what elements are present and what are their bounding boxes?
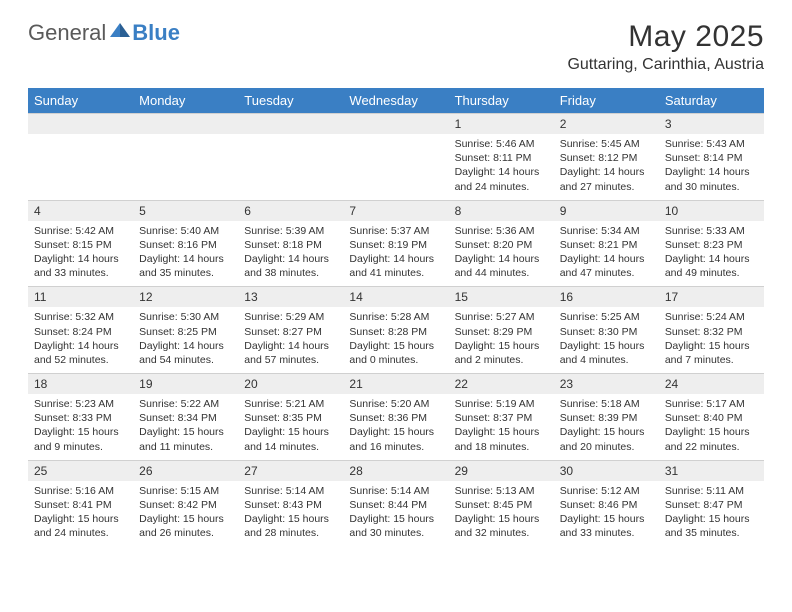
title-block: May 2025 Guttaring, Carinthia, Austria: [567, 20, 764, 74]
day-data-cell: Sunrise: 5:34 AMSunset: 8:21 PMDaylight:…: [554, 221, 659, 287]
day-data-cell: Sunrise: 5:15 AMSunset: 8:42 PMDaylight:…: [133, 481, 238, 547]
day-data-row: Sunrise: 5:23 AMSunset: 8:33 PMDaylight:…: [28, 394, 764, 460]
brand-logo: General Blue: [28, 20, 180, 46]
day-data-row: Sunrise: 5:42 AMSunset: 8:15 PMDaylight:…: [28, 221, 764, 287]
day-number-cell: 19: [133, 374, 238, 395]
day-number-cell: 28: [343, 460, 448, 481]
day-of-week-header: Sunday: [28, 88, 133, 114]
day-number-cell: 21: [343, 374, 448, 395]
location-label: Guttaring, Carinthia, Austria: [567, 56, 764, 74]
day-number-cell: 14: [343, 287, 448, 308]
day-data-cell: Sunrise: 5:30 AMSunset: 8:25 PMDaylight:…: [133, 307, 238, 373]
day-number-cell: 17: [659, 287, 764, 308]
day-number-cell: 31: [659, 460, 764, 481]
day-data-cell: Sunrise: 5:36 AMSunset: 8:20 PMDaylight:…: [449, 221, 554, 287]
day-number-cell: 2: [554, 114, 659, 135]
day-number-cell: 7: [343, 200, 448, 221]
day-data-cell: [238, 134, 343, 200]
day-number-cell: 15: [449, 287, 554, 308]
day-data-cell: Sunrise: 5:20 AMSunset: 8:36 PMDaylight:…: [343, 394, 448, 460]
day-of-week-header: Thursday: [449, 88, 554, 114]
day-number-cell: 10: [659, 200, 764, 221]
day-data-cell: Sunrise: 5:32 AMSunset: 8:24 PMDaylight:…: [28, 307, 133, 373]
day-number-cell: 16: [554, 287, 659, 308]
brand-triangle-icon: [110, 21, 130, 42]
day-number-cell: 6: [238, 200, 343, 221]
day-data-cell: Sunrise: 5:27 AMSunset: 8:29 PMDaylight:…: [449, 307, 554, 373]
day-data-cell: Sunrise: 5:37 AMSunset: 8:19 PMDaylight:…: [343, 221, 448, 287]
day-number-cell: 13: [238, 287, 343, 308]
day-number-row: 45678910: [28, 200, 764, 221]
day-number-row: 25262728293031: [28, 460, 764, 481]
day-data-cell: Sunrise: 5:14 AMSunset: 8:44 PMDaylight:…: [343, 481, 448, 547]
day-number-cell: 27: [238, 460, 343, 481]
day-data-cell: Sunrise: 5:25 AMSunset: 8:30 PMDaylight:…: [554, 307, 659, 373]
day-number-cell: 11: [28, 287, 133, 308]
day-number-cell: 8: [449, 200, 554, 221]
day-data-cell: Sunrise: 5:29 AMSunset: 8:27 PMDaylight:…: [238, 307, 343, 373]
day-data-row: Sunrise: 5:32 AMSunset: 8:24 PMDaylight:…: [28, 307, 764, 373]
day-data-cell: Sunrise: 5:40 AMSunset: 8:16 PMDaylight:…: [133, 221, 238, 287]
day-of-week-header: Friday: [554, 88, 659, 114]
day-number-row: 11121314151617: [28, 287, 764, 308]
day-data-cell: Sunrise: 5:43 AMSunset: 8:14 PMDaylight:…: [659, 134, 764, 200]
day-of-week-header: Wednesday: [343, 88, 448, 114]
day-number-cell: 30: [554, 460, 659, 481]
day-of-week-header: Tuesday: [238, 88, 343, 114]
day-data-cell: Sunrise: 5:16 AMSunset: 8:41 PMDaylight:…: [28, 481, 133, 547]
day-number-cell: 12: [133, 287, 238, 308]
day-data-cell: Sunrise: 5:13 AMSunset: 8:45 PMDaylight:…: [449, 481, 554, 547]
day-data-row: Sunrise: 5:16 AMSunset: 8:41 PMDaylight:…: [28, 481, 764, 547]
day-data-cell: Sunrise: 5:33 AMSunset: 8:23 PMDaylight:…: [659, 221, 764, 287]
day-of-week-header: Monday: [133, 88, 238, 114]
day-number-cell: 4: [28, 200, 133, 221]
day-number-cell: [133, 114, 238, 135]
day-number-cell: 5: [133, 200, 238, 221]
month-title: May 2025: [567, 20, 764, 54]
day-data-cell: Sunrise: 5:11 AMSunset: 8:47 PMDaylight:…: [659, 481, 764, 547]
day-data-cell: Sunrise: 5:14 AMSunset: 8:43 PMDaylight:…: [238, 481, 343, 547]
day-of-week-row: SundayMondayTuesdayWednesdayThursdayFrid…: [28, 88, 764, 114]
day-of-week-header: Saturday: [659, 88, 764, 114]
day-data-cell: Sunrise: 5:45 AMSunset: 8:12 PMDaylight:…: [554, 134, 659, 200]
day-number-cell: 26: [133, 460, 238, 481]
day-number-cell: 20: [238, 374, 343, 395]
day-data-row: Sunrise: 5:46 AMSunset: 8:11 PMDaylight:…: [28, 134, 764, 200]
day-data-cell: Sunrise: 5:39 AMSunset: 8:18 PMDaylight:…: [238, 221, 343, 287]
day-data-cell: Sunrise: 5:18 AMSunset: 8:39 PMDaylight:…: [554, 394, 659, 460]
day-number-cell: 9: [554, 200, 659, 221]
day-data-cell: [343, 134, 448, 200]
day-data-cell: [28, 134, 133, 200]
day-data-cell: Sunrise: 5:42 AMSunset: 8:15 PMDaylight:…: [28, 221, 133, 287]
day-number-cell: 1: [449, 114, 554, 135]
day-data-cell: Sunrise: 5:17 AMSunset: 8:40 PMDaylight:…: [659, 394, 764, 460]
brand-part2: Blue: [132, 20, 180, 46]
day-data-cell: Sunrise: 5:21 AMSunset: 8:35 PMDaylight:…: [238, 394, 343, 460]
day-data-cell: Sunrise: 5:22 AMSunset: 8:34 PMDaylight:…: [133, 394, 238, 460]
day-data-cell: Sunrise: 5:28 AMSunset: 8:28 PMDaylight:…: [343, 307, 448, 373]
day-number-cell: 18: [28, 374, 133, 395]
brand-part1: General: [28, 20, 106, 46]
day-number-cell: 25: [28, 460, 133, 481]
day-data-cell: Sunrise: 5:12 AMSunset: 8:46 PMDaylight:…: [554, 481, 659, 547]
calendar-table: SundayMondayTuesdayWednesdayThursdayFrid…: [28, 88, 764, 546]
day-number-cell: 3: [659, 114, 764, 135]
day-number-cell: [343, 114, 448, 135]
day-number-cell: 22: [449, 374, 554, 395]
day-data-cell: [133, 134, 238, 200]
day-number-row: 18192021222324: [28, 374, 764, 395]
day-data-cell: Sunrise: 5:46 AMSunset: 8:11 PMDaylight:…: [449, 134, 554, 200]
calendar-body: 123 Sunrise: 5:46 AMSunset: 8:11 PMDayli…: [28, 114, 764, 547]
day-number-cell: 29: [449, 460, 554, 481]
page-header: General Blue May 2025 Guttaring, Carinth…: [0, 0, 792, 80]
day-data-cell: Sunrise: 5:24 AMSunset: 8:32 PMDaylight:…: [659, 307, 764, 373]
day-number-row: 123: [28, 114, 764, 135]
day-number-cell: [28, 114, 133, 135]
day-number-cell: 23: [554, 374, 659, 395]
day-data-cell: Sunrise: 5:23 AMSunset: 8:33 PMDaylight:…: [28, 394, 133, 460]
day-number-cell: 24: [659, 374, 764, 395]
day-data-cell: Sunrise: 5:19 AMSunset: 8:37 PMDaylight:…: [449, 394, 554, 460]
day-number-cell: [238, 114, 343, 135]
